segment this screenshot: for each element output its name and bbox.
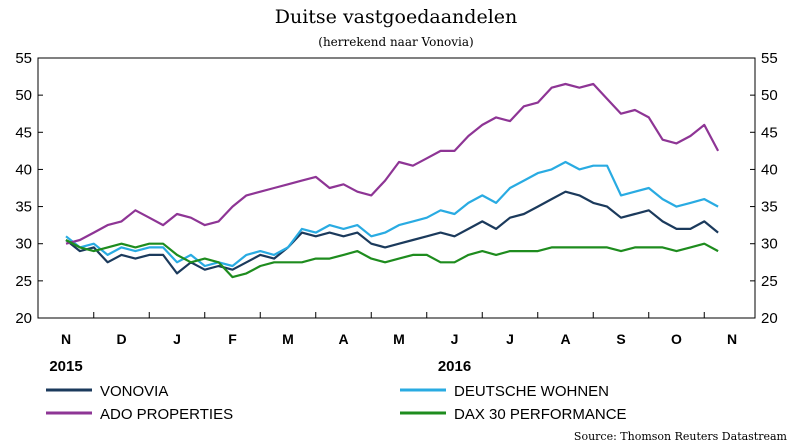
x-tick-label: J	[451, 331, 459, 347]
y-tick-label-left: 50	[15, 87, 32, 104]
series-lines	[65, 82, 720, 279]
y-tick-label-left: 30	[15, 236, 32, 253]
series-line-vonovia	[65, 190, 719, 275]
y-axis-right: 20 25 30 35 40 45 50 55	[750, 50, 778, 327]
y-tick-label-left: 45	[15, 124, 32, 141]
series-line-dax-30-performance	[65, 239, 719, 279]
y-tick-label-right: 45	[761, 124, 778, 141]
y-tick-label-right: 35	[761, 199, 778, 216]
x-tick-label: S	[616, 331, 625, 347]
chart-title: Duitse vastgoedaandelen	[275, 6, 518, 28]
y-tick-label-left: 40	[15, 161, 32, 178]
x-tick-label: A	[560, 331, 570, 347]
series-line-deutsche-wohnen	[65, 160, 719, 268]
y-tick-label-right: 40	[761, 161, 778, 178]
x-tick-label: O	[671, 331, 682, 347]
y-tick-label-right: 55	[761, 50, 778, 67]
y-tick-label-right: 25	[761, 273, 778, 290]
legend-label: VONOVIA	[100, 383, 168, 400]
x-tick-label: A	[338, 331, 348, 347]
x-tick-label: F	[228, 331, 237, 347]
legend-label: DAX 30 PERFORMANCE	[454, 406, 627, 423]
y-tick-label-right: 30	[761, 236, 778, 253]
x-tick-label: J	[506, 331, 514, 347]
y-tick-label-left: 25	[15, 273, 32, 290]
plot-frame	[37, 57, 756, 319]
series-line-ado-properties	[65, 82, 720, 245]
x-tick-label: M	[282, 331, 294, 347]
x-axis: N D J F M A M J J A S O N 2015 2016	[49, 312, 737, 375]
x-tick-label: D	[116, 331, 126, 347]
y-tick-label-right: 50	[761, 87, 778, 104]
source-note: Source: Thomson Reuters Datastream	[574, 430, 788, 443]
legend-label: DEUTSCHE WOHNEN	[454, 383, 609, 400]
x-tick-label: N	[727, 331, 737, 347]
y-axis-left: 20 25 30 35 40 45 50 55	[15, 50, 43, 327]
x-tick-label: N	[61, 331, 71, 347]
legend: VONOVIA ADO PROPERTIES DEUTSCHE WOHNEN DAX …	[46, 383, 627, 423]
y-tick-label-left: 35	[15, 199, 32, 216]
y-tick-label-right: 20	[761, 310, 778, 327]
legend-label: ADO PROPERTIES	[100, 406, 233, 423]
x-tick-label: J	[173, 331, 181, 347]
x-year-label: 2015	[49, 358, 82, 375]
chart-subtitle: (herrekend naar Vonovia)	[318, 35, 473, 49]
x-year-label: 2016	[438, 358, 471, 375]
x-tick-label: M	[393, 331, 405, 347]
y-tick-label-left: 20	[15, 310, 32, 327]
y-tick-label-left: 55	[15, 50, 32, 67]
